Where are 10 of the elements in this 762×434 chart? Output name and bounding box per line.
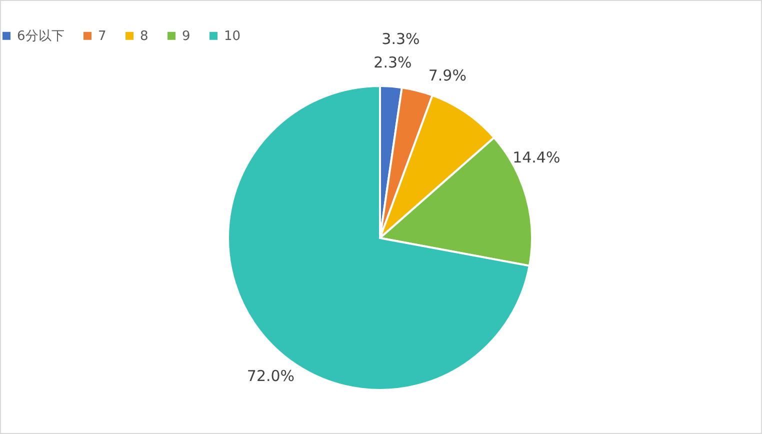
legend-label: 9 <box>182 28 190 44</box>
legend-label: 6分以下 <box>17 28 64 44</box>
legend-label: 8 <box>140 28 148 44</box>
legend-label: 7 <box>98 28 106 44</box>
legend-label: 10 <box>224 28 241 44</box>
data-label: 72.0% <box>246 366 295 385</box>
data-label: 3.3% <box>382 30 420 48</box>
data-label: 7.9% <box>428 66 466 84</box>
data-label: 2.3% <box>374 53 412 72</box>
data-label: 14.4% <box>512 148 560 166</box>
